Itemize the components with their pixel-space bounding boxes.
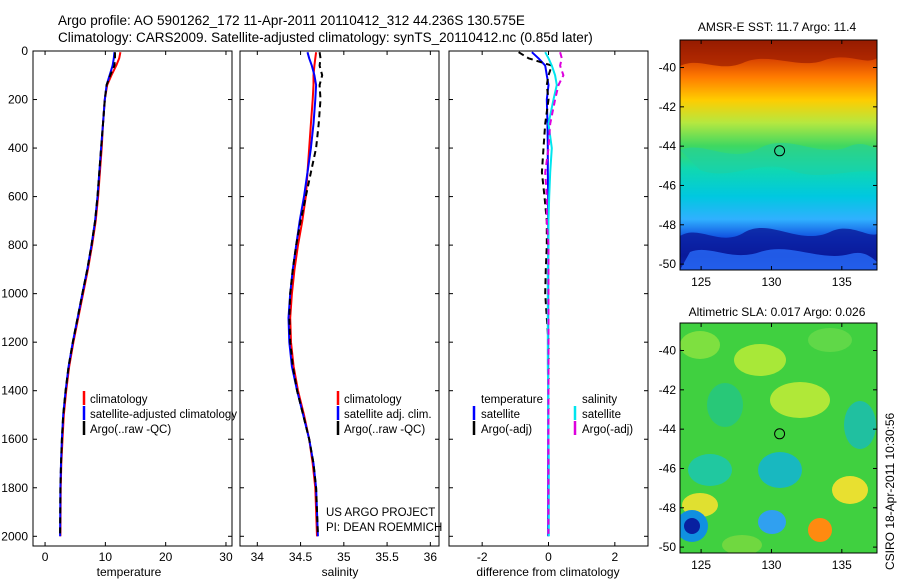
sla-map-axes: [679, 322, 878, 554]
salinity-panel: 34 34.5 35 35.5 36 climatology satellite adj…: [239, 50, 442, 579]
sla-map-panel: Altimetric SLA: 0.017 Argo: 0.026 125 130…: [659, 305, 878, 572]
pi-annotation: PI: DEAN ROEMMICH: [326, 522, 442, 534]
temperature-axis-ticks: 0 10 20 30: [42, 51, 233, 564]
temperature-xlabel: temperature: [97, 565, 162, 579]
x-tick-label: 125: [691, 558, 711, 572]
salinity-legend: climatology satellite adj. clim. Argo(..…: [336, 391, 432, 436]
x-tick-label: 10: [99, 550, 113, 564]
y-tick-label: 0: [21, 44, 28, 58]
legend-argo: Argo(..raw -QC): [90, 424, 171, 436]
series-line: [544, 51, 565, 534]
legend-argo: Argo(..raw -QC): [344, 424, 425, 436]
salinity-xlabel: salinity: [322, 565, 359, 579]
y-tick-label: 1600: [1, 432, 28, 446]
sst-heatmap: [680, 40, 877, 270]
x-tick-label: 36: [424, 550, 438, 564]
y-tick-label: 2000: [1, 529, 28, 543]
temperature-axes: [32, 50, 233, 547]
project-annotation: US ARGO PROJECT: [326, 507, 435, 519]
y-tick-label: -46: [659, 178, 677, 192]
sla-map-title: Altimetric SLA: 0.017 Argo: 0.026: [689, 305, 866, 319]
sst-map-panel: AMSR-E SST: 11.7 Argo: 11.4 125 130 135 -40…: [659, 20, 878, 289]
x-tick-label: 34: [251, 550, 265, 564]
y-tick-label: -48: [659, 501, 677, 515]
x-tick-label: 0: [42, 550, 49, 564]
y-tick-label: 1800: [1, 481, 28, 495]
x-tick-label: 125: [691, 275, 711, 289]
x-tick-label: 130: [761, 275, 781, 289]
y-tick-label: 600: [8, 190, 28, 204]
series-line: [59, 52, 116, 534]
argo-location-marker: [774, 428, 786, 440]
temperature-profiles: [59, 52, 122, 537]
series-line: [288, 52, 324, 534]
y-tick-label: -46: [659, 461, 677, 475]
salinity-axes: [239, 50, 440, 547]
difference-legend: temperature satellite Argo(-adj) salinit…: [472, 394, 633, 436]
sla-map-ticks: 125 130 135 -40 -42 -44 -46 -48 -50: [659, 323, 877, 572]
legend-temp-satellite: satellite: [481, 409, 520, 421]
difference-xlabel: difference from climatology: [476, 565, 619, 579]
legend-salinity-header: salinity: [582, 394, 617, 406]
difference-panel: -2 0 2 temperature satellite Argo(-adj) sa…: [448, 50, 649, 579]
difference-profiles: [518, 51, 565, 537]
salinity-axis-ticks: 34 34.5 35 35.5 36: [251, 51, 438, 564]
x-tick-label: 20: [159, 550, 173, 564]
x-tick-label: 0: [545, 550, 552, 564]
x-tick-label: 35: [337, 550, 351, 564]
y-tick-label: -50: [659, 257, 677, 271]
climatology-subtitle: Climatology: CARS2009. Satellite-adjuste…: [58, 30, 593, 45]
depth-axis-ticks: [240, 50, 439, 537]
legend-sal-satellite: satellite: [582, 409, 621, 421]
x-tick-label: 130: [761, 558, 781, 572]
legend-climatology: climatology: [344, 394, 402, 406]
y-tick-label: 400: [8, 141, 28, 155]
y-tick-label: 1400: [1, 384, 28, 398]
legend-sal-argo: Argo(-adj): [582, 424, 633, 436]
y-tick-label: 1200: [1, 335, 28, 349]
y-tick-label: -44: [659, 422, 677, 436]
y-tick-label: 1000: [1, 287, 28, 301]
profile-title: Argo profile: AO 5901262_172 11-Apr-2011…: [58, 13, 525, 28]
y-tick-label: -40: [659, 61, 677, 75]
sst-map-title: AMSR-E SST: 11.7 Argo: 11.4: [698, 20, 857, 34]
temperature-panel: 0 200 400 600 800 1000 1200 1400 1600 1800 2000 0 1…: [1, 44, 237, 579]
depth-axis-ticks: 0 200 400 600 800 1000 1200 1400 1600 1800 2000: [1, 44, 232, 543]
x-tick-label: 135: [832, 275, 852, 289]
legend-satellite: satellite adj. clim.: [344, 409, 432, 421]
x-tick-label: 35.5: [375, 550, 399, 564]
y-tick-label: -40: [659, 344, 677, 358]
x-tick-label: 30: [219, 550, 233, 564]
legend-temperature-header: temperature: [481, 394, 543, 406]
sst-map-ticks: 125 130 135 -40 -42 -44 -46 -48 -50: [659, 40, 877, 289]
y-tick-label: -42: [659, 383, 677, 397]
sla-heatmap: [680, 323, 877, 553]
x-tick-label: 34.5: [289, 550, 313, 564]
y-tick-label: -48: [659, 218, 677, 232]
legend-climatology: climatology: [90, 394, 148, 406]
y-tick-label: 800: [8, 238, 28, 252]
legend-satellite: satellite-adjusted climatology: [90, 409, 237, 421]
x-tick-label: 2: [611, 550, 618, 564]
sst-map-axes: [679, 39, 878, 271]
difference-axis-ticks: -2 0 2: [477, 51, 618, 564]
y-tick-label: -42: [659, 100, 677, 114]
legend-temp-argo: Argo(-adj): [481, 424, 532, 436]
x-tick-label: 135: [832, 558, 852, 572]
timestamp-label: CSIRO 18-Apr-2011 10:30:56: [883, 412, 897, 570]
temperature-legend: climatology satellite-adjusted climatolo…: [82, 391, 237, 436]
y-tick-label: -50: [659, 540, 677, 554]
depth-axis-ticks: [449, 50, 648, 537]
y-tick-label: -44: [659, 139, 677, 153]
salinity-profiles: [287, 51, 324, 537]
y-tick-label: 200: [8, 93, 28, 107]
x-tick-label: -2: [477, 550, 488, 564]
argo-location-marker: [774, 145, 786, 157]
